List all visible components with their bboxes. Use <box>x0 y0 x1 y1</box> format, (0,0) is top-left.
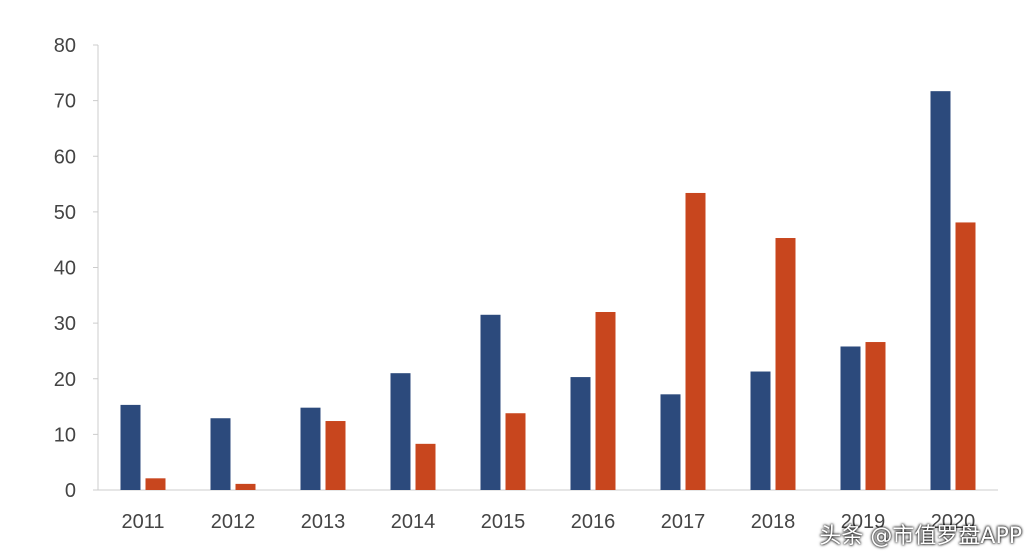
x-tick-label: 2012 <box>211 511 256 533</box>
bar-series-1 <box>390 373 411 490</box>
x-tick-label: 2014 <box>391 511 436 533</box>
y-axis: 0 10 20 30 40 50 60 70 80 <box>54 35 99 502</box>
bar-series-2 <box>415 443 436 490</box>
y-tick-label: 80 <box>54 35 76 57</box>
bar-series-2 <box>505 413 526 490</box>
y-tick-label: 40 <box>54 258 76 280</box>
x-tick-label: 2015 <box>481 511 526 533</box>
y-tick-label: 20 <box>54 369 76 391</box>
bar-series-1 <box>930 91 951 490</box>
bars <box>120 91 976 490</box>
bar-series-2 <box>955 222 976 490</box>
y-tick-label: 70 <box>54 91 76 113</box>
bar-series-1 <box>120 404 141 490</box>
watermark: 头条 @市值罗盘APP <box>819 524 1022 549</box>
bar-series-2 <box>685 192 706 490</box>
x-tick-label: 2017 <box>661 511 706 533</box>
bar-series-1 <box>840 346 861 490</box>
bar-series-1 <box>300 407 321 490</box>
x-tick-label: 2016 <box>571 511 616 533</box>
y-tick-label: 50 <box>54 202 76 224</box>
bar-series-2 <box>325 421 346 490</box>
bar-series-2 <box>145 478 166 490</box>
y-tick-label: 60 <box>54 146 76 168</box>
x-tick-label: 2020 <box>931 511 976 533</box>
bar-series-2 <box>775 238 796 490</box>
bar-series-1 <box>660 394 681 490</box>
bar-series-1 <box>480 314 501 490</box>
x-tick-label: 2019 <box>841 511 886 533</box>
x-tick-label: 2013 <box>301 511 346 533</box>
y-tick-label: 10 <box>54 424 76 446</box>
bar-series-1 <box>750 371 771 490</box>
y-tick-label: 30 <box>54 313 76 335</box>
bar-series-2 <box>865 342 886 490</box>
bar-series-1 <box>570 377 591 490</box>
bar-series-1 <box>210 418 231 490</box>
y-tick-label: 0 <box>65 480 76 502</box>
bar-series-2 <box>595 312 616 490</box>
x-tick-label: 2018 <box>751 511 796 533</box>
x-tick-label: 2011 <box>121 511 164 533</box>
bar-series-2 <box>235 483 256 490</box>
